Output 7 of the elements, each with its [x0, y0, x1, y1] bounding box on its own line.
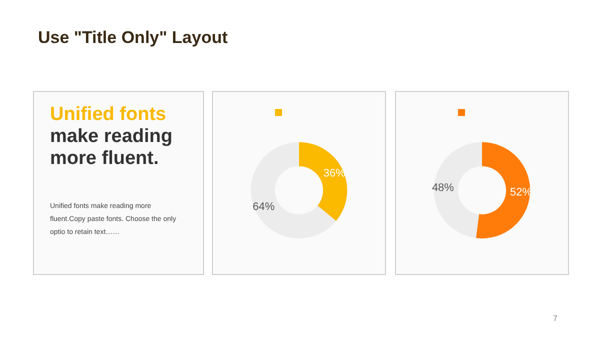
data-label: 48% — [432, 182, 454, 194]
text: Use "Title Only" Layout — [38, 28, 228, 48]
data-label: 36% — [323, 168, 346, 180]
text: 7 — [553, 314, 558, 323]
data-label: 64% — [252, 200, 275, 213]
text: Unified fonts — [50, 104, 166, 125]
text: make reading more fluent. — [50, 126, 172, 169]
